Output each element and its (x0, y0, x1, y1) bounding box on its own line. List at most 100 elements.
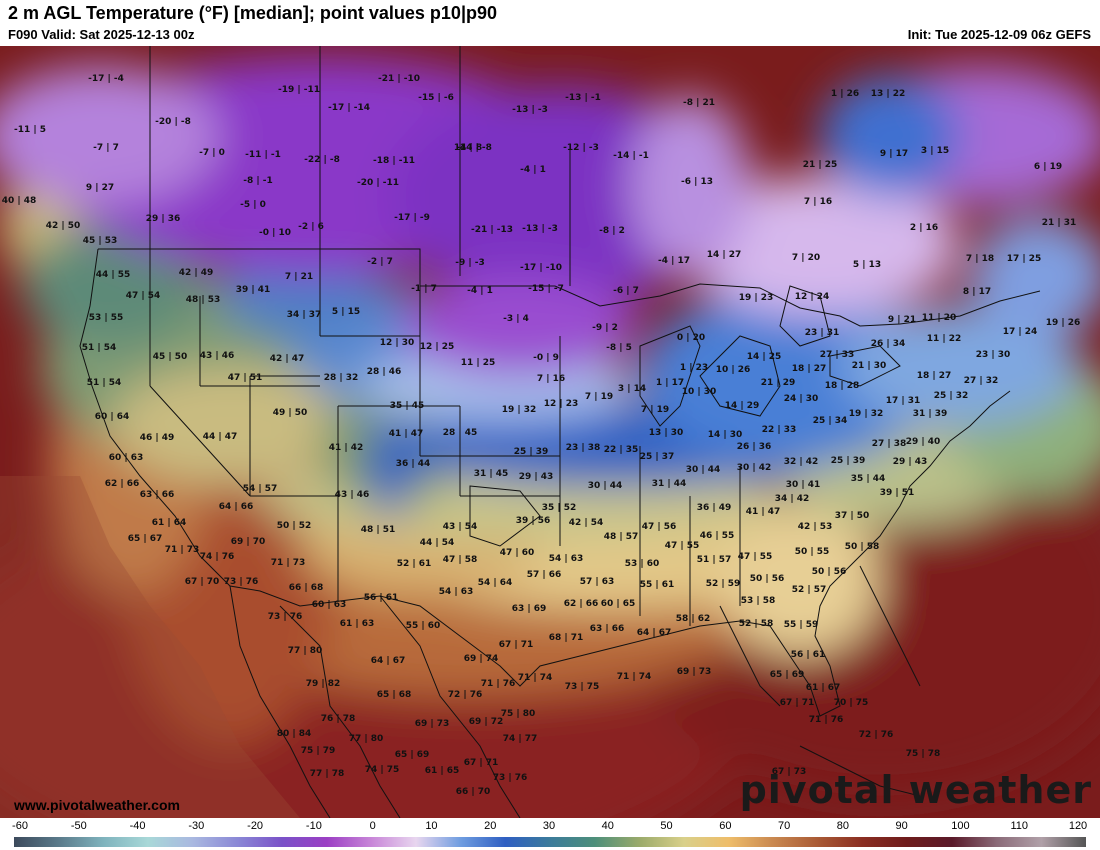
point-value-label: 32 | 42 (784, 457, 819, 467)
point-value-label: 52 | 61 (397, 559, 432, 569)
point-value-label: 31 | 45 (474, 469, 509, 479)
point-value-label: 55 | 60 (406, 621, 441, 631)
website-link[interactable]: www.pivotalweather.com (14, 797, 180, 813)
point-value-label: 66 | 68 (289, 583, 324, 593)
point-value-label: 67 | 71 (464, 758, 499, 768)
point-value-label: 52 | 59 (706, 579, 741, 589)
political-borders (79, 46, 1041, 818)
point-value-label: 76 | 78 (321, 714, 356, 724)
point-value-label: 17 | 31 (886, 396, 921, 406)
point-value-label: 77 | 80 (288, 646, 323, 656)
point-value-label: 22 | 35 (604, 445, 639, 455)
point-value-label: 14 | 29 (725, 401, 760, 411)
point-value-label: -17 | -4 (88, 74, 124, 84)
point-value-label: 65 | 67 (128, 534, 163, 544)
point-value-label: -9 | -3 (455, 258, 485, 268)
point-value-label: -15 | -6 (418, 93, 454, 103)
point-value-label: 47 | 51 (228, 373, 263, 383)
point-value-label: 53 | 60 (625, 559, 660, 569)
point-value-label: 17 | 24 (1003, 327, 1038, 337)
point-value-label: 12 | 30 (380, 338, 415, 348)
colorbar-tick-label: 20 (484, 820, 497, 832)
point-value-label: 1 | 26 (831, 89, 859, 99)
point-value-label: 27 | 38 (872, 439, 907, 449)
point-value-label: 60 | 63 (312, 600, 347, 610)
point-value-label: 52 | 58 (739, 619, 774, 629)
point-value-label: 48 | 51 (361, 525, 396, 535)
point-value-label: 30 | 42 (737, 463, 772, 473)
colorbar-tick-label: 10 (425, 820, 438, 832)
point-value-label: 7 | 19 (585, 392, 613, 402)
point-value-label: -4 | 17 (658, 256, 690, 266)
point-value-label: 5 | 15 (332, 307, 360, 317)
point-value-label: 11 | 22 (927, 334, 962, 344)
point-value-label: 47 | 55 (738, 552, 773, 562)
point-value-label: 47 | 54 (126, 291, 161, 301)
point-value-label: 7 | 18 (966, 254, 994, 264)
colorbar-tick-label: 90 (895, 820, 908, 832)
point-value-label: 74 | 77 (503, 734, 538, 744)
point-value-label: -21 | -10 (378, 74, 420, 84)
point-value-label: 70 | 75 (834, 698, 869, 708)
point-value-label: 46 | 55 (700, 531, 735, 541)
colorbar: -60 -50 -40 -30 -20 -10 0 10 20 30 40 50 60 70 80 90 100… (0, 818, 1100, 850)
point-value-label: -15 | -7 (528, 284, 564, 294)
point-value-label: -11 | 5 (14, 125, 46, 135)
point-value-label: 30 | 44 (588, 481, 623, 491)
point-value-label: 6 | 19 (1034, 162, 1062, 172)
point-value-label: 68 | 71 (549, 633, 584, 643)
point-value-label: 5 | 13 (853, 260, 881, 270)
point-value-label: 23 | 38 (566, 443, 601, 453)
colorbar-tick-label: 30 (542, 820, 556, 832)
point-value-label: 3 | 15 (921, 146, 949, 156)
point-value-label: 14 | 25 (747, 352, 782, 362)
colorbar-tick-label: 110 (1010, 820, 1028, 832)
point-value-label: 80 | 84 (277, 729, 312, 739)
point-value-label: 18 | 27 (792, 364, 827, 374)
point-value-label: -2 | 6 (298, 222, 324, 232)
point-value-label: 7 | 16 (804, 197, 832, 207)
point-value-label: 60 | 63 (109, 453, 144, 463)
point-value-label: 63 | 66 (140, 490, 175, 500)
point-value-label: 54 | 63 (439, 587, 474, 597)
point-value-label: 7 | 19 (641, 405, 669, 415)
point-value-label: 54 | 57 (243, 484, 278, 494)
point-value-label: 18 | 27 (917, 371, 952, 381)
point-value-label: 43 | 54 (443, 522, 478, 532)
point-value-label: -12 | -3 (563, 143, 599, 153)
point-value-label: 36 | 49 (697, 503, 732, 513)
point-value-label: -5 | 0 (240, 200, 266, 210)
point-value-label: 34 | 37 (287, 310, 322, 320)
point-value-label: 65 | 68 (377, 690, 412, 700)
point-value-label: 25 | 37 (640, 452, 675, 462)
point-value-label: 18 | 28 (825, 381, 860, 391)
point-value-label: 75 | 78 (906, 749, 941, 759)
point-value-label: 25 | 39 (831, 456, 866, 466)
point-value-label: 50 | 55 (795, 547, 830, 557)
point-value-label: -6 | 7 (613, 286, 639, 296)
point-value-label: 67 | 71 (499, 640, 534, 650)
point-value-label: -20 | -11 (357, 178, 399, 188)
point-value-label: 36 | 44 (396, 459, 431, 469)
point-value-label: -17 | -14 (328, 103, 370, 113)
point-value-label: 46 | 49 (140, 433, 175, 443)
point-value-label: -8 | -1 (243, 176, 273, 186)
point-value-label: 19 | 26 (1046, 318, 1081, 328)
point-value-label: -0 | 10 (259, 228, 291, 238)
point-value-label: 60 | 65 (601, 599, 636, 609)
point-value-label: 29 | 36 (146, 214, 181, 224)
point-value-label: 69 | 72 (469, 717, 504, 727)
temperature-map[interactable]: -17 | -4 -19 | -11 -21 | -10 -15 | -6 -17 | … (0, 46, 1100, 818)
point-value-label: 12 | 24 (795, 292, 830, 302)
point-value-label: -21 | -13 (471, 225, 513, 235)
point-value-label: -17 | -9 (394, 213, 430, 223)
point-value-label: 47 | 56 (642, 522, 677, 532)
point-value-label: 26 | 36 (737, 442, 772, 452)
colorbar-tick-label: 120 (1068, 820, 1088, 832)
point-value-label: 27 | 33 (820, 350, 855, 360)
point-value-label: 7 | 20 (792, 253, 820, 263)
point-value-label: 44 | 47 (203, 432, 238, 442)
colorbar-tick-label: 60 (719, 820, 732, 832)
point-value-label: 69 | 73 (677, 667, 712, 677)
point-value-label: 71 | 76 (481, 679, 516, 689)
